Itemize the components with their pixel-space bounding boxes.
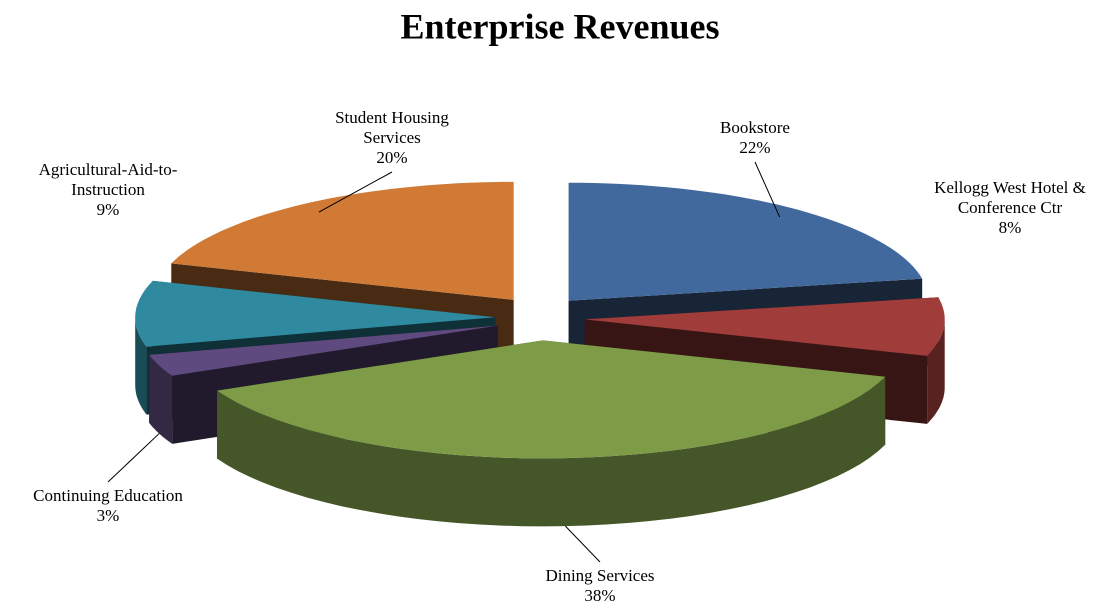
slice-top bbox=[149, 325, 498, 376]
label-box: Bookstore 22% bbox=[655, 118, 855, 158]
value-label: 3% bbox=[96, 506, 120, 525]
slice-top bbox=[217, 340, 886, 459]
slice-side bbox=[927, 319, 945, 424]
slice-side bbox=[217, 376, 886, 527]
label-box: Agricultural-Aid-to-Instruction 9% bbox=[8, 160, 208, 220]
value-label: 9% bbox=[96, 200, 120, 219]
label-box: Dining Services 38% bbox=[500, 566, 700, 606]
category-label: Agricultural-Aid-to-Instruction bbox=[38, 160, 178, 199]
pie-slice bbox=[217, 340, 886, 527]
slice-top bbox=[568, 182, 923, 301]
value-label: 20% bbox=[376, 148, 408, 167]
slice-side bbox=[135, 317, 147, 415]
label-box: Kellogg West Hotel & Conference Ctr 8% bbox=[910, 178, 1110, 238]
category-label: Student Housing Services bbox=[335, 108, 449, 147]
label-box: Continuing Education 3% bbox=[8, 486, 208, 526]
category-label: Kellogg West Hotel & Conference Ctr bbox=[934, 178, 1086, 217]
leader-line bbox=[754, 161, 781, 218]
category-label: Dining Services bbox=[545, 566, 655, 585]
leader-line bbox=[107, 433, 160, 483]
value-label: 8% bbox=[998, 218, 1022, 237]
leader-line bbox=[318, 171, 393, 213]
category-label: Bookstore bbox=[720, 118, 790, 137]
category-label: Continuing Education bbox=[33, 486, 183, 505]
leader-line bbox=[565, 525, 601, 563]
value-label: 22% bbox=[739, 138, 771, 157]
label-box: Student Housing Services 20% bbox=[292, 108, 492, 168]
value-label: 38% bbox=[584, 586, 616, 605]
slice-top bbox=[135, 280, 496, 347]
slice-top bbox=[171, 181, 514, 300]
slice-top bbox=[584, 297, 945, 356]
slice-side bbox=[149, 354, 173, 444]
chart-title: Enterprise Revenues bbox=[401, 6, 720, 46]
